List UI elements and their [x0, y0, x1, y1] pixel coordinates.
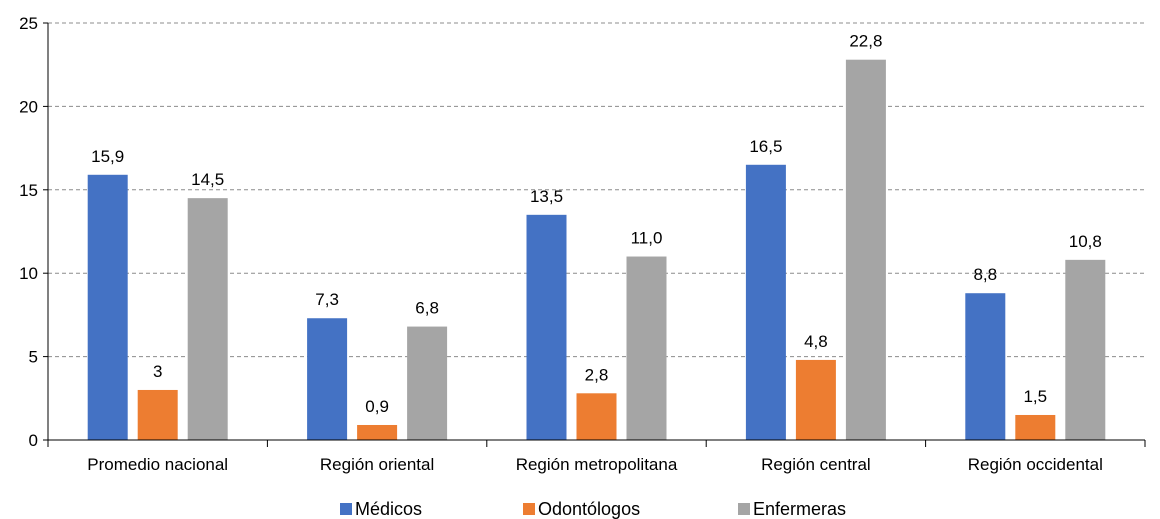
- legend-swatch: [523, 503, 535, 515]
- y-tick-label: 0: [29, 431, 38, 450]
- data-label: 11,0: [631, 229, 663, 248]
- bar: [526, 214, 567, 440]
- x-axis: Promedio nacional Región oriental Región m…: [47, 23, 1146, 474]
- bars: 15,9 7,3 13,5 16,5 8,8 3 0,9 2,8 4,8 1,5 14,5 6,8 11…: [87, 32, 1106, 441]
- bar: [576, 393, 617, 440]
- bar: [307, 318, 348, 440]
- x-tick-label: Región occidental: [968, 455, 1103, 474]
- grid-lines: [48, 22, 1145, 358]
- bar: [1065, 259, 1106, 440]
- bar: [745, 164, 786, 440]
- data-label: 8,8: [973, 265, 997, 284]
- x-tick-label: Región central: [761, 455, 871, 474]
- data-label: 7,3: [315, 290, 339, 309]
- data-label: 0,9: [365, 397, 389, 416]
- bar: [407, 326, 448, 440]
- y-axis-ticks: 0 5 10 15 20 25: [19, 14, 48, 450]
- bar: [137, 389, 178, 440]
- bar: [626, 256, 667, 440]
- data-label: 13,5: [530, 187, 563, 206]
- data-label: 16,5: [749, 137, 782, 156]
- bar: [795, 359, 836, 440]
- bar: [1015, 414, 1056, 440]
- data-label: 2,8: [585, 365, 609, 384]
- data-label: 6,8: [415, 299, 439, 318]
- data-label: 10,8: [1069, 232, 1102, 251]
- legend: Médicos Odontólogos Enfermeras: [340, 499, 846, 519]
- bar: [187, 198, 228, 440]
- bar: [845, 59, 886, 441]
- legend-label: Médicos: [355, 499, 422, 519]
- data-label: 1,5: [1023, 387, 1047, 406]
- x-tick-label: Región oriental: [320, 455, 434, 474]
- x-tick-label: Promedio nacional: [87, 455, 228, 474]
- y-tick-label: 5: [29, 348, 38, 367]
- bar: [357, 424, 398, 440]
- legend-label: Enfermeras: [753, 499, 846, 519]
- bar: [965, 293, 1006, 440]
- data-label: 22,8: [849, 32, 882, 51]
- y-tick-label: 15: [19, 181, 38, 200]
- legend-label: Odontólogos: [538, 499, 640, 519]
- legend-swatch: [340, 503, 352, 515]
- data-label: 15,9: [91, 147, 124, 166]
- y-tick-label: 20: [19, 97, 38, 116]
- bar: [87, 174, 128, 440]
- y-tick-label: 25: [19, 14, 38, 33]
- data-label: 14,5: [191, 170, 224, 189]
- y-tick-label: 10: [19, 264, 38, 283]
- data-label: 4,8: [804, 332, 828, 351]
- data-label: 3: [153, 362, 162, 381]
- legend-swatch: [738, 503, 750, 515]
- x-tick-label: Región metropolitana: [516, 455, 678, 474]
